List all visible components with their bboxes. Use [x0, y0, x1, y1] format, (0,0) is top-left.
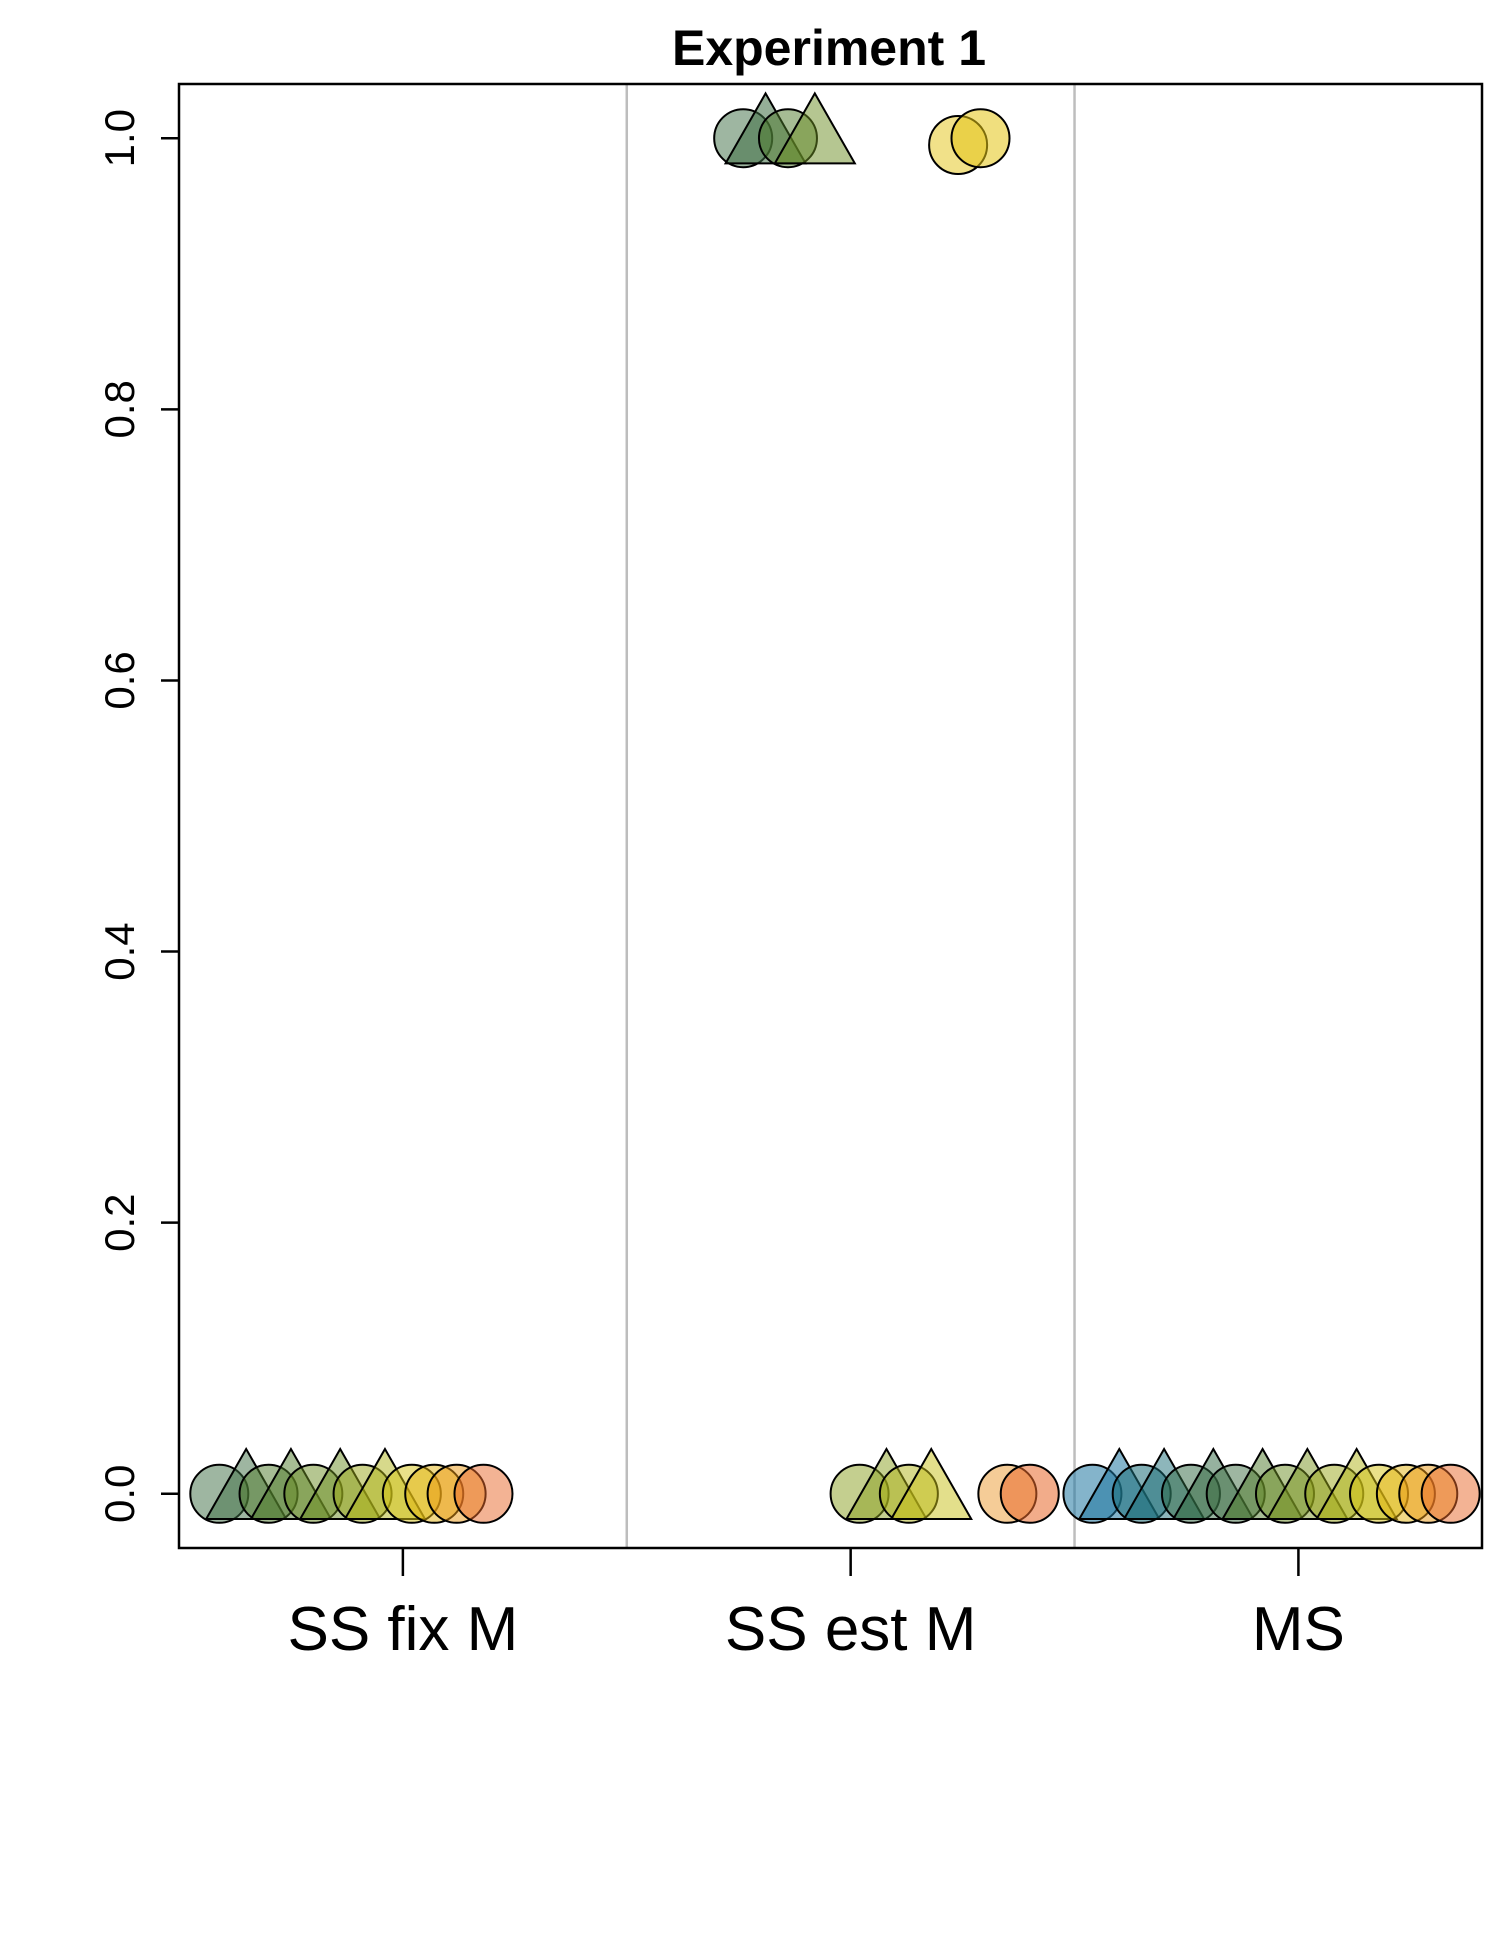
panel-separators	[625, 84, 1076, 1548]
chart-title: Experiment 1	[672, 20, 986, 76]
plot-frame	[177, 82, 1484, 1550]
point-2-12-circle	[999, 1463, 1060, 1524]
y-axis: 0.0 0.2 0.4 0.6 0.8 1.0	[96, 109, 179, 1523]
point-2-6-circle	[950, 108, 1011, 169]
point-1-12-circle	[453, 1463, 514, 1524]
y-tick-label-3: 0.6	[96, 651, 143, 709]
point-2-10-triangle	[889, 1446, 973, 1520]
point-2-4-triangle	[773, 91, 857, 165]
x-category-label-0: SS fix M	[287, 1595, 518, 1664]
y-tick-label-1: 0.2	[96, 1193, 143, 1251]
data-points	[189, 91, 1481, 1524]
point-3-16-circle	[1420, 1463, 1481, 1524]
y-tick-label-5: 1.0	[96, 109, 143, 167]
y-tick-label-2: 0.4	[96, 922, 143, 980]
y-tick-label-4: 0.8	[96, 380, 143, 438]
x-category-label-2: MS	[1252, 1595, 1345, 1664]
x-axis: SS fix M SS est M MS	[287, 1548, 1345, 1664]
x-category-label-1: SS est M	[725, 1595, 977, 1664]
y-tick-label-0: 0.0	[96, 1465, 143, 1523]
